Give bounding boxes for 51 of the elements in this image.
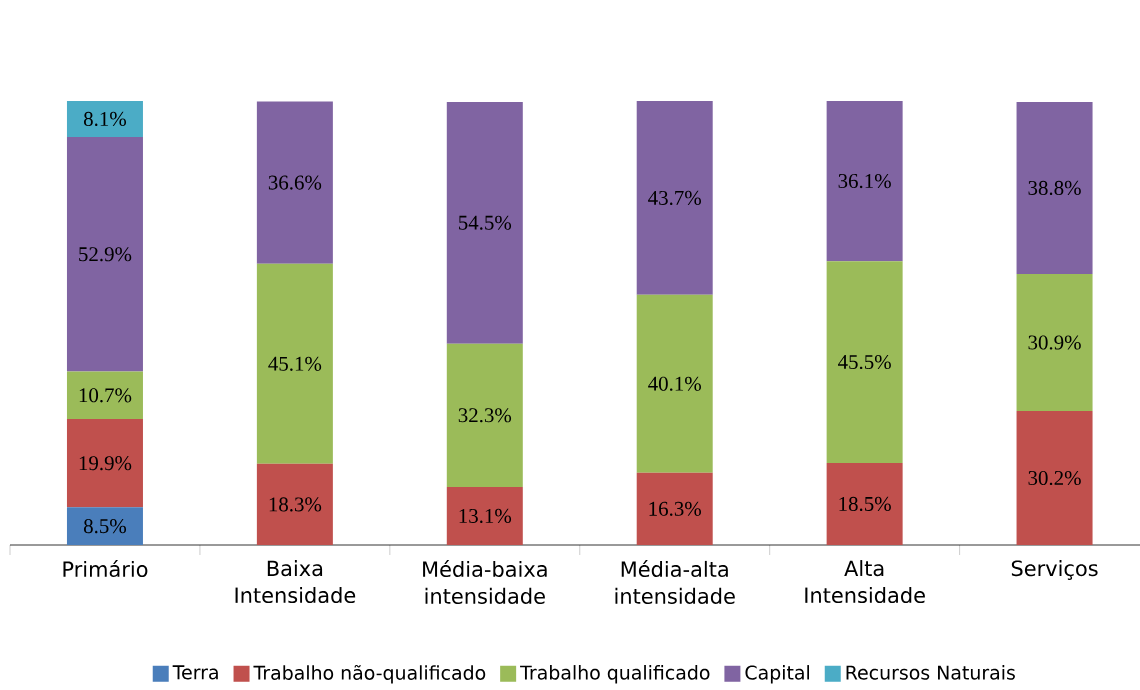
data-label: 18.3% bbox=[269, 497, 322, 512]
bar bbox=[826, 462, 903, 545]
data-label: 52.9% bbox=[79, 247, 132, 262]
data-label: 45.1% bbox=[268, 356, 322, 371]
data-label: 16.3% bbox=[649, 501, 701, 516]
bar bbox=[66, 507, 143, 545]
bar bbox=[66, 136, 143, 372]
data-label: 18.5% bbox=[839, 496, 891, 512]
bar bbox=[826, 261, 903, 463]
bar bbox=[256, 101, 333, 264]
bar bbox=[446, 343, 523, 487]
data-label: 40.1% bbox=[648, 376, 701, 391]
data-label: 38.8% bbox=[1028, 180, 1081, 196]
x-tick-label: Primário bbox=[63, 560, 148, 578]
bar bbox=[256, 263, 333, 464]
bar bbox=[1016, 411, 1093, 545]
legend-label: Terra bbox=[172, 665, 218, 680]
legend-label: Trabalho qualificado bbox=[520, 665, 710, 684]
data-label: 30.9% bbox=[1028, 335, 1081, 350]
legend-label: Recursos Naturais bbox=[846, 665, 1015, 680]
data-label: 43.7% bbox=[648, 190, 701, 205]
data-label: 54.5% bbox=[458, 215, 512, 230]
data-label: 36.1% bbox=[838, 173, 891, 189]
data-label: 19.9% bbox=[79, 456, 132, 471]
bar bbox=[66, 419, 143, 508]
legend-label: Trabalho não-qualificado bbox=[253, 664, 486, 684]
bar bbox=[826, 101, 903, 262]
bar bbox=[256, 463, 333, 545]
data-label: 30.2% bbox=[1028, 470, 1081, 486]
bar bbox=[1016, 101, 1093, 274]
data-label: 36.6% bbox=[268, 175, 322, 190]
x-tick-label: Serviços bbox=[1011, 560, 1098, 580]
x-tick-label: Média-alta intensidade bbox=[615, 560, 735, 604]
data-label: 45.5% bbox=[838, 354, 891, 370]
bar bbox=[636, 472, 713, 545]
x-tick-label: Alta Intensidade bbox=[805, 560, 925, 604]
data-label: 8.5% bbox=[83, 519, 127, 534]
data-label: 32.3% bbox=[458, 408, 512, 423]
bar bbox=[446, 486, 523, 545]
data-label: 8.1% bbox=[83, 111, 127, 127]
data-label: 13.1% bbox=[459, 508, 512, 524]
data-label: 10.7% bbox=[79, 388, 132, 403]
bar bbox=[1016, 273, 1093, 412]
bar bbox=[66, 101, 143, 137]
bar bbox=[446, 101, 523, 344]
bar bbox=[636, 294, 713, 473]
bar bbox=[66, 371, 143, 420]
bar bbox=[636, 101, 713, 295]
legend-label: Capital bbox=[745, 665, 810, 684]
x-tick-label: Média-baixa intensidade bbox=[423, 560, 547, 604]
x-tick-label: Baixa Intensidade bbox=[235, 560, 356, 604]
